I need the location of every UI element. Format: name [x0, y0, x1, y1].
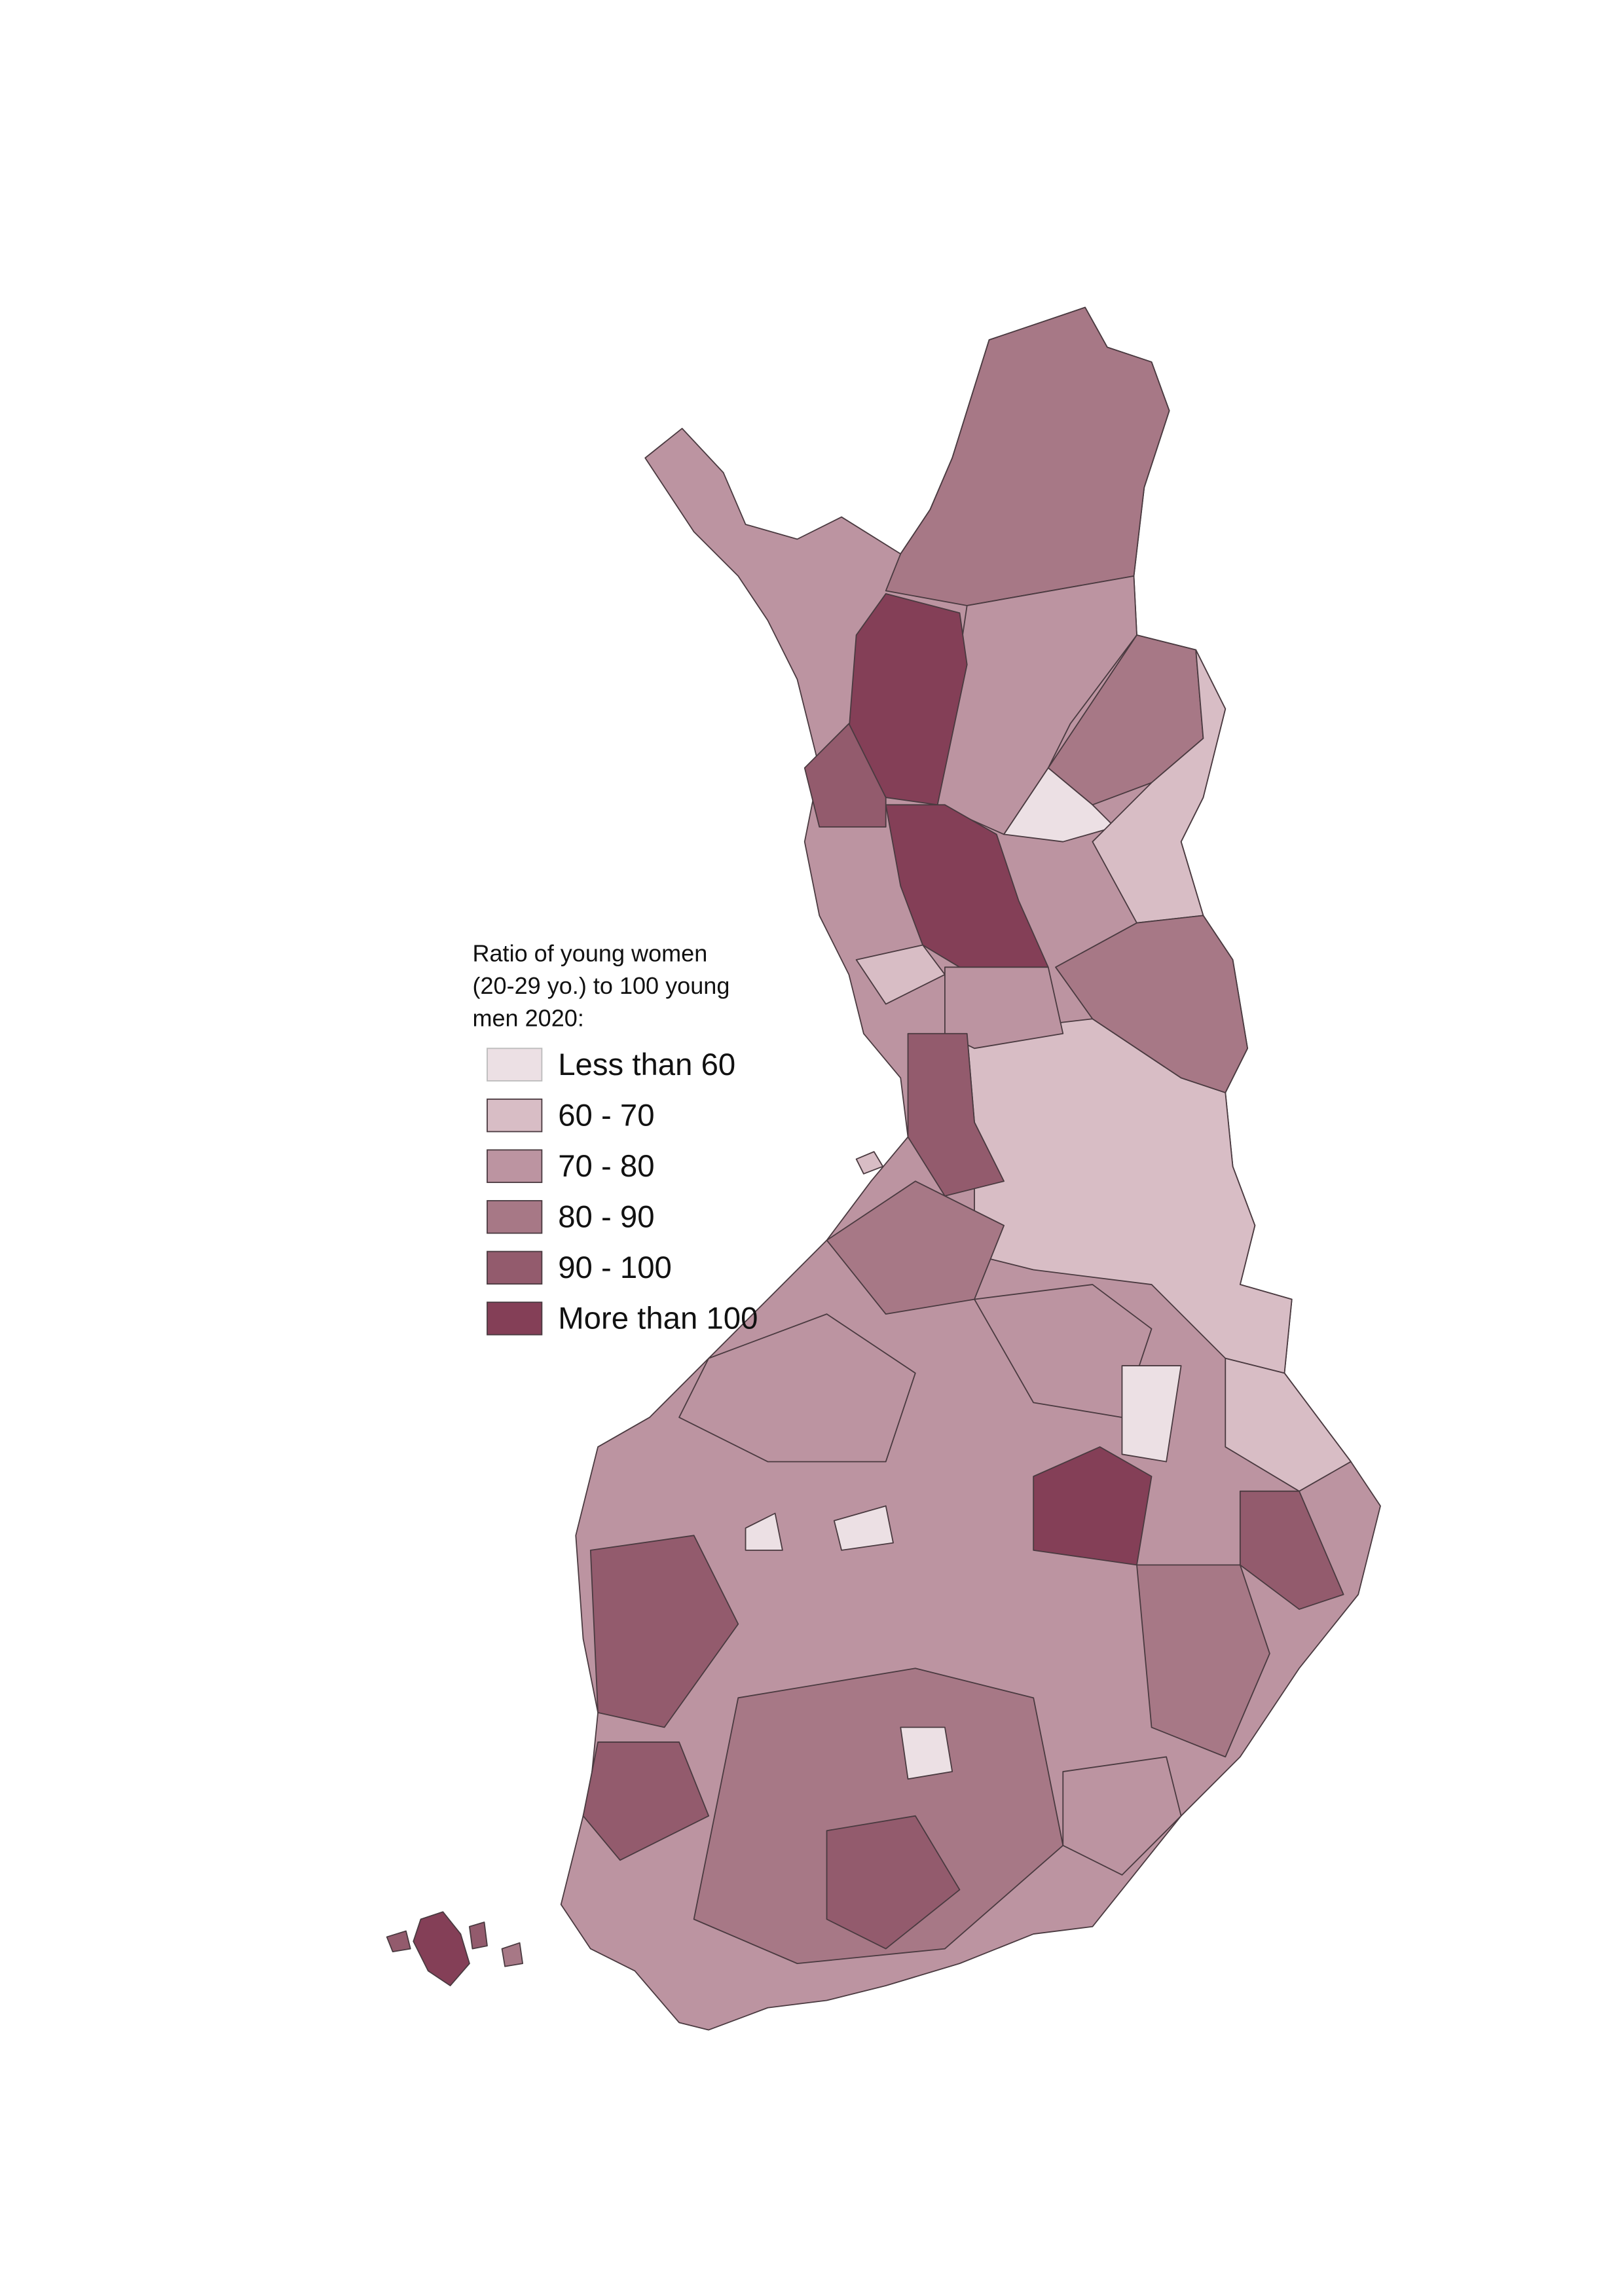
region [826, 1815, 961, 1950]
island [469, 1922, 488, 1950]
legend-label: 70 - 80 [558, 1149, 654, 1184]
legend-title: men 2020: [472, 1004, 583, 1031]
legend-title: Ratio of young women [472, 939, 707, 966]
legend-swatch [487, 1048, 543, 1082]
legend-label: 60 - 70 [558, 1098, 654, 1133]
island [386, 1930, 411, 1953]
region [803, 723, 887, 828]
region [1225, 1357, 1352, 1492]
region [745, 1512, 783, 1551]
region [826, 1180, 1005, 1315]
legend-swatch [487, 1200, 543, 1234]
legend-label: Less than 60 [558, 1048, 735, 1082]
municipalities [386, 306, 1381, 2031]
legend: Ratio of young women (20-29 yo.) to 100 y… [472, 939, 758, 1336]
legend-label: More than 100 [558, 1302, 758, 1336]
region [1055, 915, 1248, 1093]
region [693, 1667, 1064, 1965]
legend-title: (20-29 yo.) to 100 young [472, 972, 729, 999]
region [1239, 1490, 1344, 1610]
island [413, 1911, 470, 1986]
region [944, 966, 1064, 1049]
region [1033, 1446, 1153, 1566]
region [1136, 1564, 1270, 1758]
region [900, 1726, 953, 1780]
region [678, 1313, 916, 1463]
legend-swatch [487, 1149, 543, 1183]
island [501, 1942, 524, 1967]
legend-swatch [487, 1302, 543, 1336]
region [1121, 1365, 1182, 1463]
region [1062, 1756, 1182, 1876]
region [589, 1535, 739, 1728]
region [885, 306, 1170, 606]
island [855, 1151, 884, 1175]
legend-label: 90 - 100 [558, 1250, 672, 1285]
region [833, 1505, 894, 1551]
region [907, 1032, 1005, 1197]
legend-swatch [487, 1098, 543, 1133]
legend-label: 80 - 90 [558, 1200, 654, 1235]
region [582, 1741, 710, 1861]
region [1003, 767, 1116, 843]
legend-swatch [487, 1250, 543, 1285]
